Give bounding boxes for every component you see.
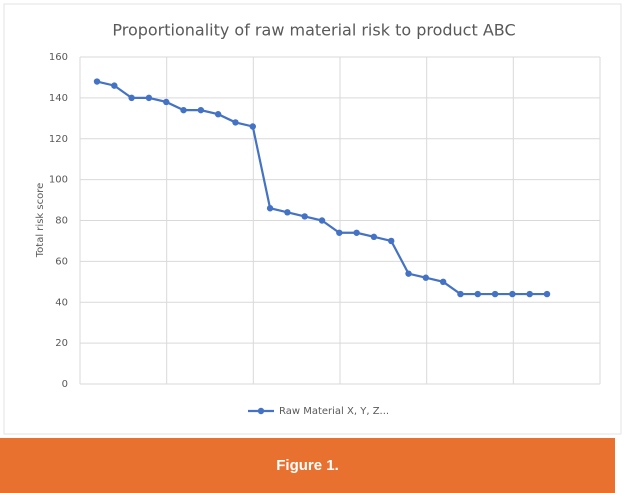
point: [111, 82, 118, 89]
y-tick-label: 40: [55, 297, 68, 308]
y-tick-label: 0: [62, 379, 68, 390]
y-tick-label: 120: [49, 134, 68, 145]
y-tick-label: 140: [49, 93, 68, 104]
point: [197, 106, 205, 114]
point: [301, 213, 308, 220]
point: [232, 119, 239, 126]
point: [474, 290, 481, 298]
point: [128, 94, 135, 102]
caption: Figure 1.: [0, 438, 615, 493]
point: [491, 290, 499, 298]
point: [526, 290, 533, 298]
y-tick-label: 60: [55, 256, 68, 267]
point: [405, 270, 412, 277]
legend-label: Raw Material X, Y, Z...: [279, 406, 389, 417]
y-axis-label: Total risk score: [35, 183, 46, 258]
point: [266, 205, 274, 212]
y-tick-label: 80: [55, 216, 68, 227]
point: [457, 290, 464, 298]
point: [284, 209, 291, 216]
point: [439, 278, 447, 286]
chart-title: Proportionality of raw material risk to …: [112, 21, 515, 40]
point: [336, 229, 343, 236]
point: [370, 233, 378, 241]
y-tick-label: 20: [55, 338, 68, 349]
point: [509, 290, 516, 298]
legend-marker: [257, 407, 265, 415]
point: [163, 98, 170, 106]
point: [388, 237, 395, 245]
point: [353, 229, 360, 236]
point: [543, 290, 551, 298]
y-tick-label: 160: [49, 52, 68, 63]
point: [180, 106, 187, 114]
point: [422, 274, 430, 281]
y-tick-label: 100: [49, 175, 68, 186]
point: [318, 217, 326, 224]
point: [145, 94, 153, 102]
chart: Proportionality of raw material risk to …: [3, 3, 622, 435]
point: [93, 78, 101, 85]
point: [249, 123, 256, 130]
point: [214, 111, 222, 118]
